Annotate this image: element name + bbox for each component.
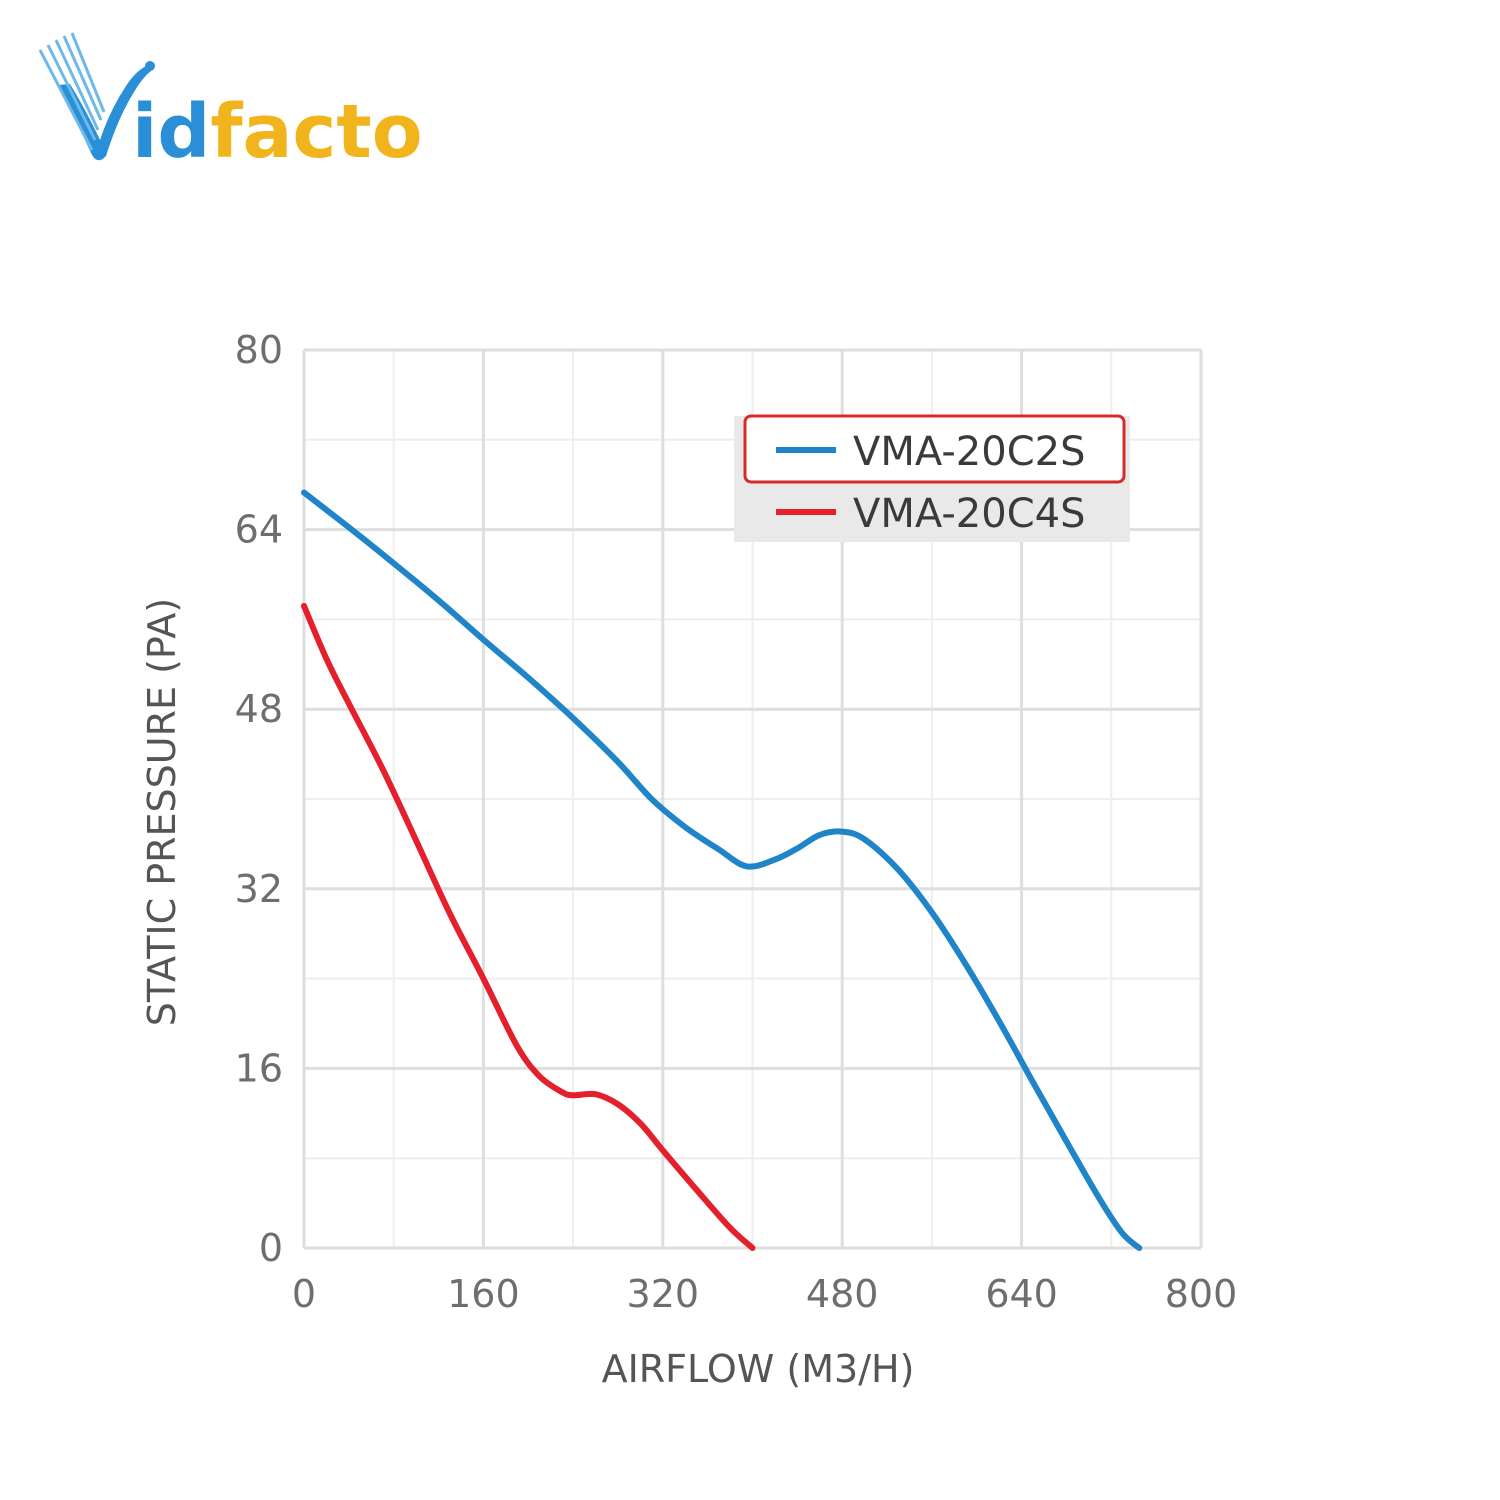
logo-text: idfactor [132, 89, 420, 175]
logo-v-mark [38, 32, 155, 161]
x-tick-label: 800 [1165, 1272, 1238, 1316]
y-tick-label: 32 [235, 867, 283, 911]
chart-series [301, 489, 1143, 1251]
legend-highlight-box [743, 414, 1126, 484]
x-tick-label: 320 [627, 1272, 700, 1316]
x-tick-label: 160 [447, 1272, 520, 1316]
y-tick-label: 16 [235, 1046, 283, 1090]
x-axis-ticks: 0 160 320 480 640 800 [292, 1272, 1237, 1316]
vidfactor-logo: idfactor [38, 32, 420, 175]
y-tick-label: 0 [259, 1226, 283, 1270]
x-tick-label: 0 [292, 1272, 316, 1316]
x-tick-label: 480 [806, 1272, 879, 1316]
x-tick-label: 640 [985, 1272, 1058, 1316]
y-axis-ticks: 0 16 32 48 64 80 [235, 328, 283, 1270]
y-axis-title: STATIC PRESSURE (PA) [140, 598, 184, 1026]
legend-label: VMA-20C4S [853, 491, 1085, 537]
legend-label: VMA-20C2S [853, 429, 1085, 475]
series-line-vma-20c4s [301, 602, 756, 1251]
y-tick-label: 64 [235, 508, 283, 552]
series-line-vma-20c2s [301, 489, 1143, 1251]
y-tick-label: 80 [235, 328, 283, 372]
y-tick-label: 48 [235, 687, 283, 731]
x-axis-title: AIRFLOW (M3/H) [602, 1347, 915, 1391]
chart-legend: VMA-20C2S VMA-20C4S [734, 414, 1130, 542]
